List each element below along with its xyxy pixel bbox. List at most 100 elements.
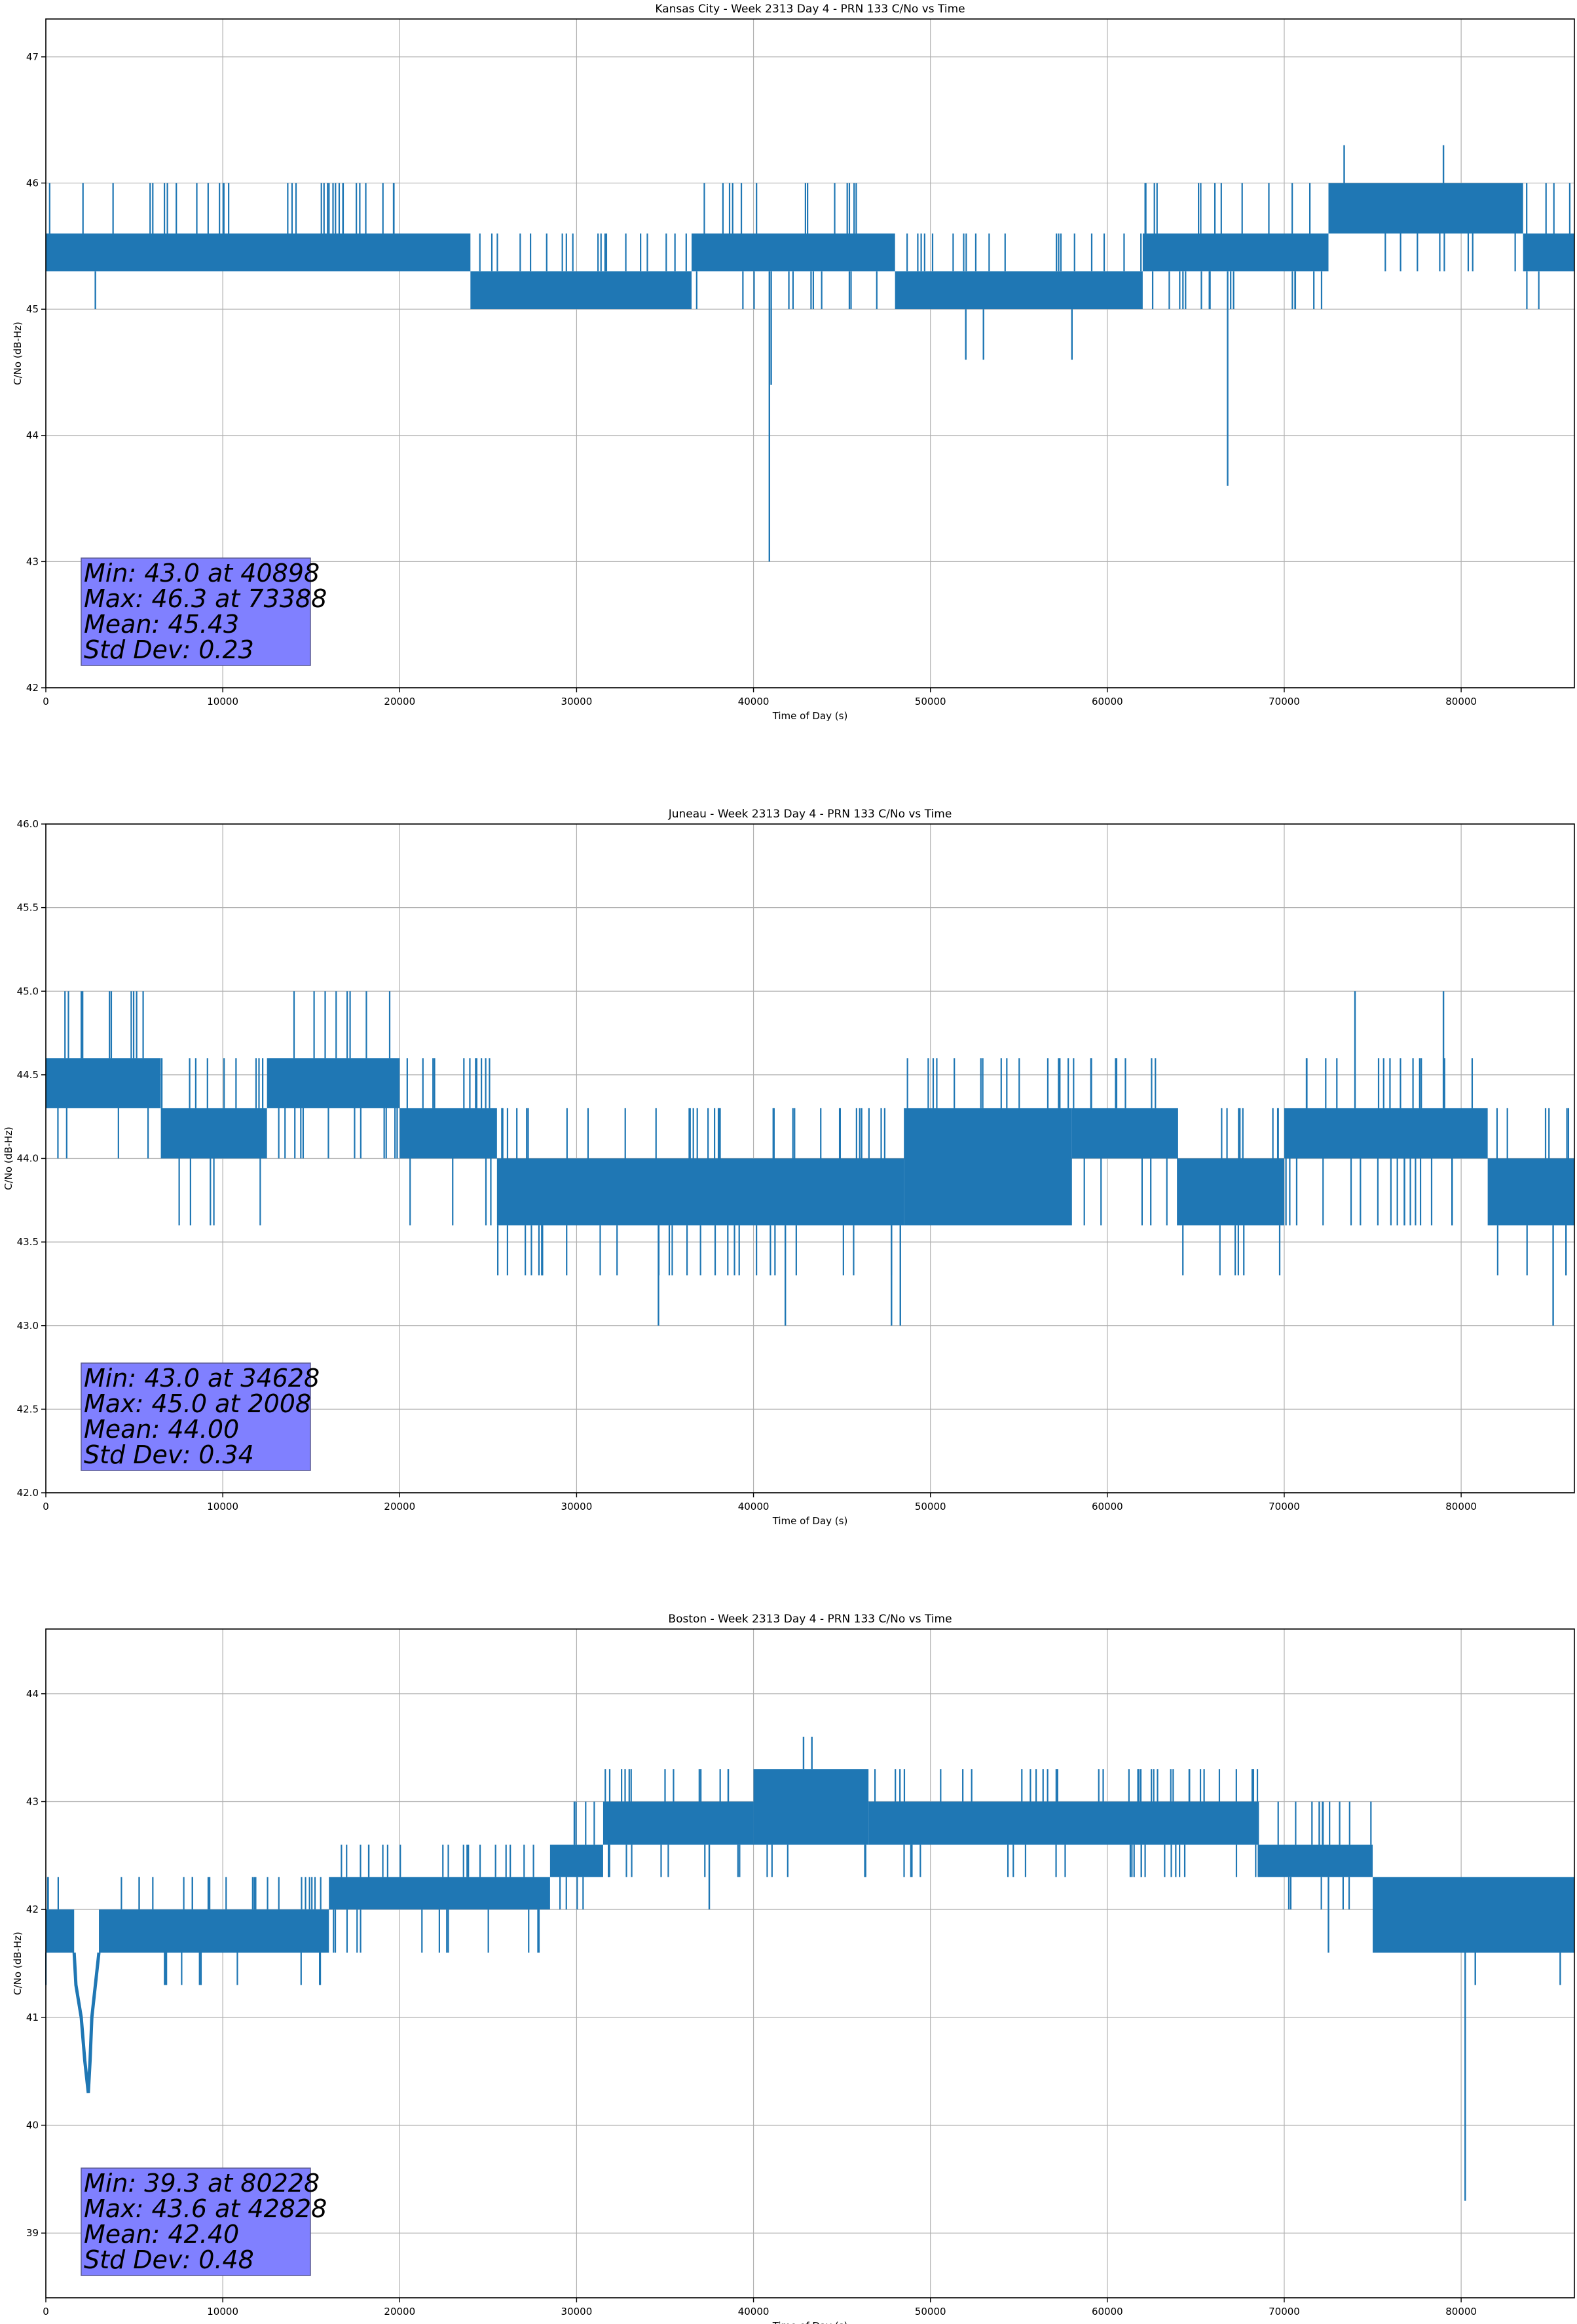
y-tick-label: 42.5 bbox=[17, 1403, 39, 1415]
y-tick-label: 44 bbox=[26, 430, 39, 441]
x-tick-label: 20000 bbox=[384, 696, 415, 707]
data-dip bbox=[72, 1952, 101, 2093]
chart-title: Boston - Week 2313 Day 4 - PRN 133 C/No … bbox=[668, 1613, 952, 1626]
stats-line: Std Dev: 0.34 bbox=[84, 1440, 254, 1469]
data-band bbox=[1142, 233, 1329, 272]
x-tick-label: 40000 bbox=[738, 696, 770, 707]
chart-kansas-city: 0 10000 20000 30000 40000 50000 60000 70000 8000… bbox=[12, 3, 1575, 722]
data-band bbox=[1523, 233, 1574, 272]
x-tick-label: 60000 bbox=[1092, 1501, 1123, 1512]
data-band bbox=[99, 1909, 329, 1953]
stats-line: Max: 45.0 at 2008 bbox=[84, 1389, 311, 1418]
x-tick-label: 70000 bbox=[1269, 1501, 1300, 1512]
data-band bbox=[1328, 183, 1523, 234]
data-band bbox=[1257, 1845, 1373, 1877]
y-tick-label: 43 bbox=[26, 555, 39, 567]
stats-line: Min: 43.0 at 34628 bbox=[84, 1364, 320, 1393]
chart-title: Kansas City - Week 2313 Day 4 - PRN 133 … bbox=[655, 3, 965, 16]
y-tick-label: 42 bbox=[26, 1903, 39, 1915]
data-band bbox=[753, 1769, 869, 1845]
x-tick-label: 50000 bbox=[915, 1501, 946, 1512]
stats-line: Mean: 42.40 bbox=[84, 2220, 239, 2249]
ticks: 0 10000 20000 30000 40000 50000 60000 70000 8000… bbox=[26, 51, 1477, 707]
data-band bbox=[1284, 1108, 1488, 1159]
x-tick-label: 70000 bbox=[1269, 2306, 1300, 2317]
stats-box-background bbox=[81, 2167, 311, 2276]
y-axis-label: C/No (dB-Hz) bbox=[12, 322, 24, 385]
y-tick-label: 39 bbox=[26, 2227, 39, 2239]
ticks: 0 10000 20000 30000 40000 50000 60000 70000 8000… bbox=[17, 818, 1477, 1512]
x-tick-label: 50000 bbox=[915, 2306, 946, 2317]
x-tick-label: 20000 bbox=[384, 2306, 415, 2317]
x-axis-label: Time of Day (s) bbox=[772, 2320, 848, 2324]
x-tick-label: 30000 bbox=[561, 2306, 593, 2317]
data-band bbox=[1487, 1158, 1574, 1226]
y-tick-label: 45 bbox=[26, 303, 39, 315]
data-band bbox=[496, 1158, 904, 1226]
x-tick-label: 10000 bbox=[207, 696, 238, 707]
data-band bbox=[329, 1877, 550, 1910]
x-tick-label: 80000 bbox=[1445, 696, 1477, 707]
y-axis-label: C/No (dB-Hz) bbox=[12, 1932, 24, 1995]
data-band bbox=[267, 1058, 400, 1108]
x-tick-label: 40000 bbox=[738, 2306, 770, 2317]
x-tick-label: 70000 bbox=[1269, 696, 1300, 707]
x-tick-label: 60000 bbox=[1092, 696, 1123, 707]
data-band bbox=[868, 1801, 1258, 1845]
x-tick-label: 80000 bbox=[1445, 2306, 1477, 2317]
x-tick-label: 0 bbox=[43, 2306, 49, 2317]
y-tick-label: 42 bbox=[26, 682, 39, 694]
stats-line: Std Dev: 0.48 bbox=[84, 2245, 254, 2274]
x-tick-label: 40000 bbox=[738, 1501, 770, 1512]
data-band bbox=[1373, 1877, 1574, 1953]
x-tick-label: 30000 bbox=[561, 1501, 593, 1512]
x-tick-label: 0 bbox=[43, 696, 49, 707]
y-tick-label: 44 bbox=[26, 1688, 39, 1700]
y-tick-label: 41 bbox=[26, 2012, 39, 2023]
y-tick-label: 43.0 bbox=[17, 1320, 39, 1332]
x-tick-label: 50000 bbox=[915, 696, 946, 707]
x-tick-label: 10000 bbox=[207, 2306, 238, 2317]
stats-line: Std Dev: 0.23 bbox=[84, 635, 254, 664]
data-band bbox=[470, 271, 692, 310]
data-series bbox=[46, 145, 1574, 562]
y-tick-label: 42.0 bbox=[17, 1487, 39, 1499]
stats-line: Min: 39.3 at 80228 bbox=[84, 2169, 320, 2198]
y-tick-label: 46 bbox=[26, 177, 39, 189]
stats-line: Max: 46.3 at 73388 bbox=[84, 584, 327, 613]
data-band bbox=[46, 1058, 161, 1108]
y-tick-label: 40 bbox=[26, 2120, 39, 2131]
x-axis-label: Time of Day (s) bbox=[772, 1515, 848, 1527]
data-band bbox=[692, 233, 895, 272]
stats-line: Mean: 44.00 bbox=[84, 1415, 239, 1444]
axes-frame bbox=[45, 18, 1575, 688]
data-band bbox=[549, 1845, 603, 1877]
x-tick-label: 60000 bbox=[1092, 2306, 1123, 2317]
y-tick-label: 45.5 bbox=[17, 902, 39, 914]
data-band bbox=[1071, 1108, 1178, 1159]
y-tick-label: 43 bbox=[26, 1795, 39, 1807]
data-band bbox=[399, 1108, 497, 1159]
chart-juneau: 0 10000 20000 30000 40000 50000 60000 70000 8000… bbox=[3, 808, 1575, 1527]
stats-box-background bbox=[81, 557, 311, 666]
data-band bbox=[160, 1108, 267, 1159]
axes-frame bbox=[45, 1628, 1575, 2298]
data-series bbox=[45, 1736, 1574, 2201]
stats-line: Max: 43.6 at 42828 bbox=[84, 2194, 327, 2223]
x-tick-label: 20000 bbox=[384, 1501, 415, 1512]
x-tick-label: 10000 bbox=[207, 1501, 238, 1512]
x-tick-label: 80000 bbox=[1445, 1501, 1477, 1512]
y-tick-label: 43.5 bbox=[17, 1236, 39, 1248]
ticks: 0 10000 20000 30000 40000 50000 60000 70000 8000… bbox=[26, 1688, 1477, 2317]
y-tick-label: 46.0 bbox=[17, 818, 39, 830]
stats-box-background bbox=[81, 1362, 311, 1471]
y-tick-label: 45.0 bbox=[17, 985, 39, 997]
y-tick-label: 44.0 bbox=[17, 1153, 39, 1165]
data-band bbox=[46, 233, 471, 272]
data-band bbox=[46, 1909, 75, 1953]
x-axis-label: Time of Day (s) bbox=[772, 710, 848, 722]
data-band bbox=[1178, 1158, 1284, 1226]
